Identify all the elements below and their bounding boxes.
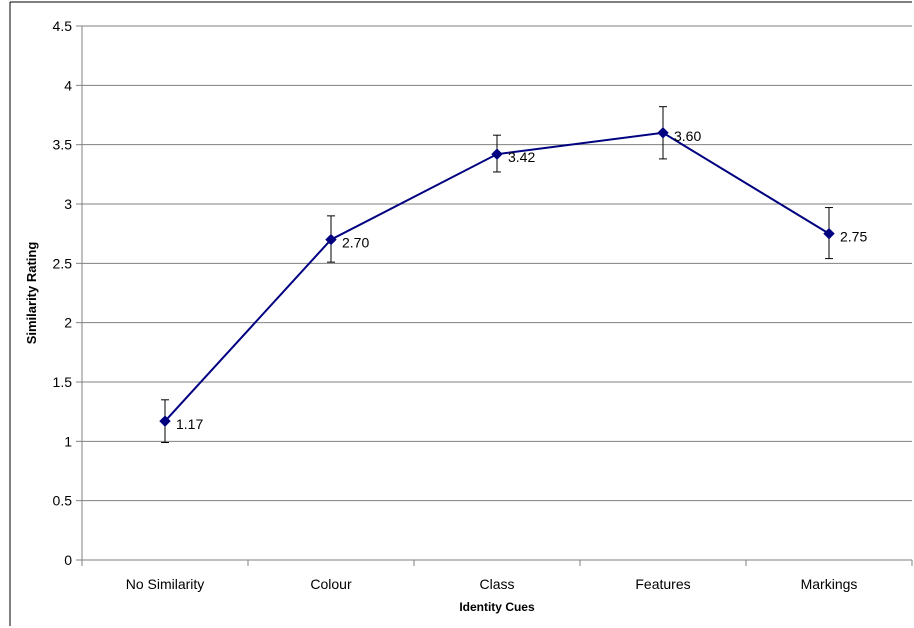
- x-tick-label: Class: [479, 576, 514, 592]
- x-axis-title: Identity Cues: [459, 600, 535, 614]
- data-point: [325, 233, 337, 246]
- plot-area: 1.17 2.70 3.42 3.60 2.75: [159, 106, 867, 444]
- y-tick-label: 2: [64, 315, 72, 331]
- y-axis: 0 0.5 1 1.5 2 2.5 3 3.5 4 4.5: [53, 18, 83, 568]
- x-axis: No Similarity Colour Class Features Markings: [81, 559, 913, 592]
- y-tick-label: 3: [64, 196, 72, 212]
- data-label: 3.42: [508, 149, 535, 165]
- y-tick-label: 1.5: [53, 374, 73, 390]
- y-tick-label: 3.5: [53, 137, 73, 153]
- data-label: 2.75: [840, 229, 867, 245]
- x-tick-label: No Similarity: [126, 576, 205, 592]
- data-point: [657, 127, 669, 139]
- y-axis-title: Similarity Rating: [24, 242, 39, 345]
- x-tick-label: Colour: [310, 576, 352, 592]
- y-tick-label: 4: [64, 77, 72, 93]
- data-label: 1.17: [176, 416, 203, 432]
- data-label: 3.60: [674, 128, 701, 144]
- y-tick-label: 0.5: [53, 493, 73, 509]
- data-point: [491, 148, 503, 160]
- x-tick-label: Markings: [801, 576, 858, 592]
- data-point: [823, 227, 835, 240]
- y-tick-label: 1: [64, 433, 72, 449]
- gridlines: [9, 1, 912, 626]
- y-tick-label: 2.5: [53, 255, 73, 271]
- y-tick-label: 0: [64, 552, 72, 568]
- data-label: 2.70: [342, 235, 369, 251]
- data-point: [159, 415, 171, 427]
- x-tick-label: Features: [635, 576, 690, 592]
- y-tick-label: 4.5: [53, 18, 73, 34]
- series-line: [164, 131, 830, 422]
